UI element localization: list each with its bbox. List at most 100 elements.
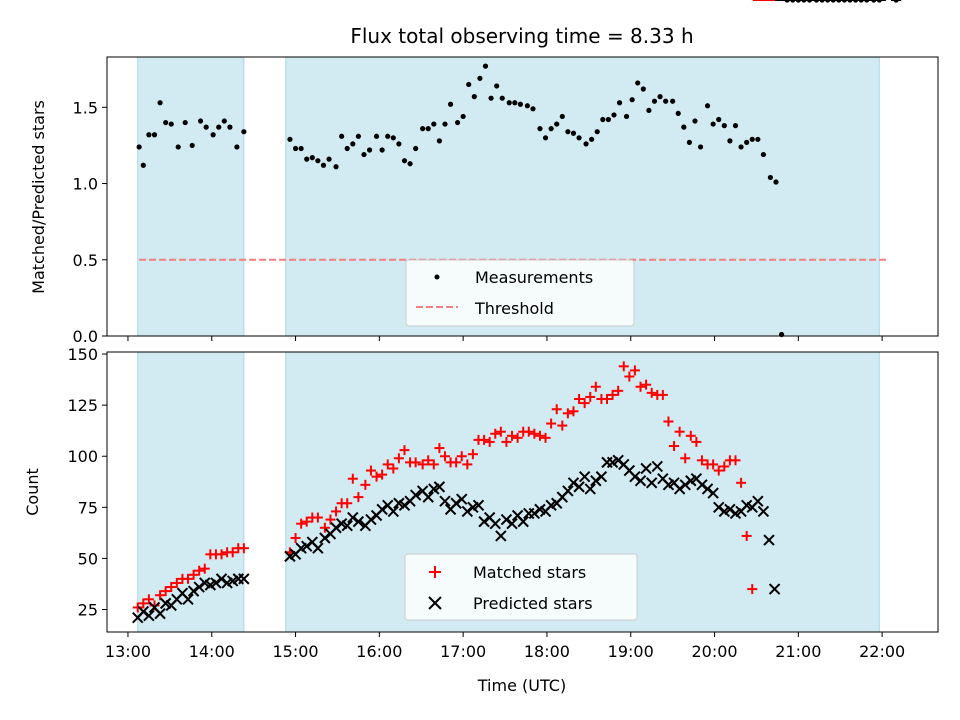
predicted-mark-b: [679, 479, 691, 491]
predicted-point: [330, 522, 342, 534]
predicted-point: [398, 499, 411, 511]
matched-point: [495, 426, 506, 437]
predicted-mark-b: [645, 477, 658, 489]
legend-label-measurements: Measurements: [475, 268, 593, 287]
matched-point: [319, 522, 330, 533]
predicted-mark-b: [528, 507, 541, 520]
y-tick-label: 1.5: [73, 98, 98, 117]
matched-point: [410, 457, 421, 468]
predicted-mark-b: [187, 585, 200, 597]
measurement-point: [646, 107, 652, 113]
measurement-point: [140, 162, 146, 168]
matched-point: [590, 381, 601, 392]
matched-point: [691, 436, 702, 447]
legend-marker-predicted: [428, 596, 442, 610]
measurement-point: [738, 144, 744, 150]
matched-point: [574, 394, 585, 405]
measurement-point: [704, 103, 711, 109]
predicted-point: [461, 505, 474, 518]
measurement-point: [767, 174, 774, 181]
x-axis-ticks: 13:00 14:00 15:00 16:00 17:00 18:00 19:00 20:00…: [105, 632, 905, 661]
matched-point: [353, 492, 364, 503]
measurement-point: [216, 124, 222, 130]
predicted-mark-b: [640, 462, 652, 475]
predicted-mark-b: [701, 483, 714, 495]
predicted-point: [707, 487, 719, 499]
measurement-point: [594, 129, 600, 135]
predicted-mark-b: [517, 515, 529, 528]
measurement-point: [431, 121, 437, 127]
predicted-mark-b: [199, 577, 211, 589]
y-tick-label: 0.5: [73, 251, 98, 270]
measurement-point: [635, 80, 641, 86]
measurement-point: [600, 116, 606, 123]
predicted-mark-b: [472, 499, 485, 511]
x-axis-label: Time (UTC): [477, 676, 566, 695]
measurement-point: [565, 129, 571, 135]
predicted-point: [724, 503, 736, 516]
matched-point: [296, 518, 307, 529]
predicted-mark-b: [724, 503, 736, 516]
predicted-mark-b: [763, 534, 775, 546]
measurement-point: [361, 151, 367, 158]
matched-point: [331, 506, 342, 517]
predicted-mark-b: [330, 522, 342, 534]
measurement-point: [623, 113, 630, 120]
predicted-point: [506, 517, 518, 530]
measurement-point: [326, 156, 332, 162]
predicted-mark-b: [567, 477, 580, 489]
matched-point: [479, 434, 490, 445]
predicted-point: [673, 483, 686, 495]
predicted-point: [387, 505, 400, 518]
matched-point: [546, 418, 557, 429]
predicted-point: [578, 470, 591, 483]
plot-frame: [106, 351, 939, 633]
predicted-point: [352, 515, 365, 528]
predicted-point: [612, 454, 624, 467]
legend-label-threshold: Threshold: [474, 299, 554, 318]
measurement-point: [447, 101, 454, 107]
matched-point: [534, 430, 545, 441]
x-tick-label: 21:00: [775, 642, 821, 661]
predicted-mark-b: [422, 491, 434, 503]
predicted-mark-b: [416, 485, 429, 497]
predicted-point: [439, 495, 451, 507]
predicted-point: [376, 503, 388, 516]
predicted-mark-b: [651, 460, 663, 473]
predicted-mark-b: [506, 517, 518, 530]
matched-point: [312, 512, 323, 523]
predicted-mark-b: [382, 499, 394, 511]
matched-point: [393, 453, 404, 464]
predicted-mark-b: [629, 470, 641, 483]
x-tick-label: 17:00: [440, 642, 486, 661]
predicted-mark-b: [352, 515, 365, 528]
matched-point: [238, 543, 249, 554]
measurement-point: [559, 113, 565, 120]
observing-window: [137, 351, 245, 633]
matched-point: [143, 594, 154, 605]
predicted-mark-b: [306, 536, 319, 548]
measurement-point: [583, 141, 589, 147]
measurement-point: [640, 86, 646, 92]
measurement-point: [182, 119, 188, 126]
measurement-point: [333, 164, 339, 170]
matched-point: [194, 565, 205, 576]
legend-marker-measurements: [434, 274, 440, 280]
matched-point: [568, 406, 579, 417]
x-axis-ticks: [127, 336, 883, 341]
measurement-point: [629, 97, 635, 103]
matched-point: [713, 465, 724, 476]
measurement-point: [425, 126, 431, 132]
matched-point: [160, 586, 171, 597]
predicted-point: [433, 481, 446, 493]
predicted-point: [584, 483, 596, 495]
matched-point: [646, 387, 657, 398]
measurement-point: [732, 123, 739, 129]
predicted-point: [701, 483, 714, 495]
predicted-mark-b: [193, 581, 205, 593]
matched-point: [417, 459, 428, 470]
predicted-mark-b: [376, 503, 388, 516]
count-data: [132, 0, 902, 624]
matched-point: [607, 389, 618, 400]
predicted-point: [645, 477, 658, 489]
